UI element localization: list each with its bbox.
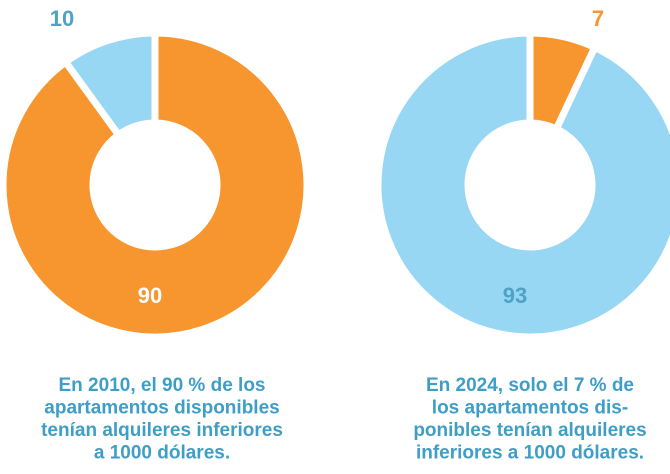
donut-slice (0, 29, 311, 341)
caption-line: En 2024, solo el 7 % de (426, 375, 634, 396)
value-label: 10 (50, 6, 74, 31)
donut-slice (60, 29, 159, 140)
value-label: 93 (503, 283, 527, 308)
caption-line: inferiores a 1000 dólares. (416, 443, 644, 464)
value-label: 7 (592, 6, 604, 31)
caption-line: a 1000 dólares. (94, 443, 230, 464)
caption-line: apartamentos disponibles (44, 398, 279, 419)
value-label: 90 (138, 283, 162, 308)
caption-line: tenían alquileres inferiores (41, 420, 283, 441)
caption-line: ponibles tenían alquileres (413, 420, 646, 441)
donut-slice (374, 29, 670, 341)
caption-line: En 2010, el 90 % de los (59, 375, 266, 396)
caption-line: los apartamentos dis- (432, 398, 628, 419)
